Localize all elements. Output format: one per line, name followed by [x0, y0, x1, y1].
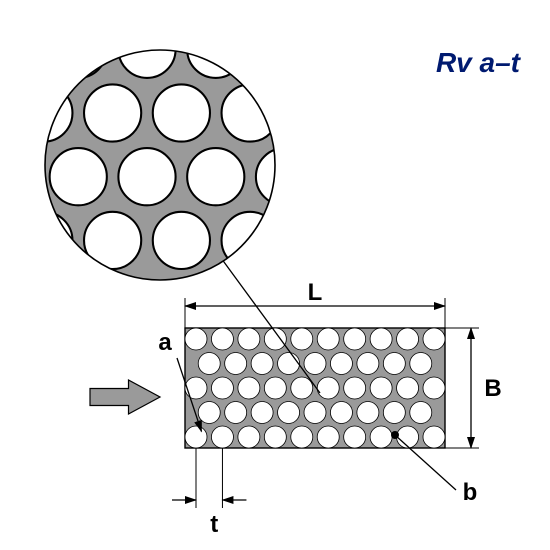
- perforation-hole: [15, 84, 72, 141]
- perforation-hole: [0, 148, 38, 205]
- perforation-hole: [397, 377, 419, 399]
- perforation-hole: [278, 402, 300, 424]
- perforation-hole: [153, 0, 210, 14]
- perforation-hole: [238, 426, 260, 448]
- perforation-hole: [222, 212, 279, 269]
- perforation-hole: [291, 426, 313, 448]
- perforation-hole: [291, 377, 313, 399]
- perforation-hole: [225, 402, 247, 424]
- perforation-hole: [0, 21, 38, 78]
- perforation-hole: [211, 328, 233, 350]
- perforation-hole: [330, 402, 352, 424]
- perforation-hole: [428, 212, 485, 269]
- perforation-hole: [153, 212, 210, 269]
- perforation-hole: [238, 328, 260, 350]
- perforation-hole: [344, 377, 366, 399]
- perforation-hole: [325, 148, 382, 205]
- perforation-hole: [317, 426, 339, 448]
- perforation-hole: [370, 426, 392, 448]
- perforation-hole: [357, 402, 379, 424]
- perforation-hole: [264, 426, 286, 448]
- perforation-hole: [15, 212, 72, 269]
- perforation-hole: [290, 0, 347, 14]
- perforation-hole: [187, 148, 244, 205]
- perforation-hole: [256, 21, 313, 78]
- perforation-hole: [84, 0, 141, 14]
- perforation-hole: [359, 84, 416, 141]
- perforation-hole: [325, 21, 382, 78]
- perforation-hole: [383, 353, 405, 375]
- perforation-hole: [370, 377, 392, 399]
- perforation-hole: [264, 377, 286, 399]
- perforation-hole: [185, 426, 207, 448]
- dim-t-label: t: [210, 511, 218, 538]
- perforation-hole: [304, 402, 326, 424]
- perforation-hole: [410, 402, 432, 424]
- perforation-hole: [118, 21, 175, 78]
- perforation-hole: [256, 148, 313, 205]
- perforation-hole: [410, 353, 432, 375]
- perforation-hole: [357, 353, 379, 375]
- perforation-hole: [238, 377, 260, 399]
- perforation-hole: [211, 426, 233, 448]
- plate: [185, 328, 445, 448]
- perforation-hole: [153, 84, 210, 141]
- perforation-hole: [359, 0, 416, 14]
- perforation-hole: [291, 328, 313, 350]
- perforation-hole: [15, 0, 72, 14]
- perforation-hole: [185, 328, 207, 350]
- perforation-hole: [423, 377, 445, 399]
- perforation-hole: [330, 353, 352, 375]
- perforation-hole: [185, 377, 207, 399]
- perforation-hole: [344, 328, 366, 350]
- perforation-hole: [0, 84, 4, 141]
- perforation-hole: [317, 377, 339, 399]
- perforation-hole: [225, 353, 247, 375]
- dim-a-label: a: [158, 329, 172, 356]
- perforation-hole: [428, 84, 485, 141]
- diagram-title: Rv a–t: [436, 47, 522, 78]
- dim-L-label: L: [308, 279, 323, 306]
- perforation-hole: [198, 353, 220, 375]
- perforation-hole: [344, 426, 366, 448]
- direction-arrow: [90, 380, 160, 414]
- perforation-hole: [370, 328, 392, 350]
- perforation-hole: [198, 402, 220, 424]
- perforation-hole: [50, 21, 107, 78]
- perforation-hole: [211, 377, 233, 399]
- perforation-hole: [383, 402, 405, 424]
- perforation-hole: [359, 212, 416, 269]
- perforation-hole: [251, 353, 273, 375]
- perforation-hole: [251, 402, 273, 424]
- dim-B-label: B: [484, 375, 501, 402]
- perforation-hole: [222, 0, 279, 14]
- dim-b-label: b: [463, 479, 478, 506]
- perforation-hole: [428, 0, 485, 14]
- perforation-hole: [317, 328, 339, 350]
- perforation-hole: [118, 148, 175, 205]
- perforation-hole: [397, 426, 419, 448]
- perforation-hole: [50, 148, 107, 205]
- perforation-hole: [278, 353, 300, 375]
- perforation-hole: [393, 148, 450, 205]
- perforation-hole: [290, 84, 347, 141]
- perforation-hole: [290, 212, 347, 269]
- perforation-hole: [397, 328, 419, 350]
- perforation-hole: [423, 426, 445, 448]
- perforation-hole: [304, 353, 326, 375]
- perforation-hole: [84, 212, 141, 269]
- perforation-hole: [84, 84, 141, 141]
- perforation-hole: [0, 0, 4, 14]
- perforation-hole: [423, 328, 445, 350]
- perforation-hole: [0, 212, 4, 269]
- perforation-hole: [187, 21, 244, 78]
